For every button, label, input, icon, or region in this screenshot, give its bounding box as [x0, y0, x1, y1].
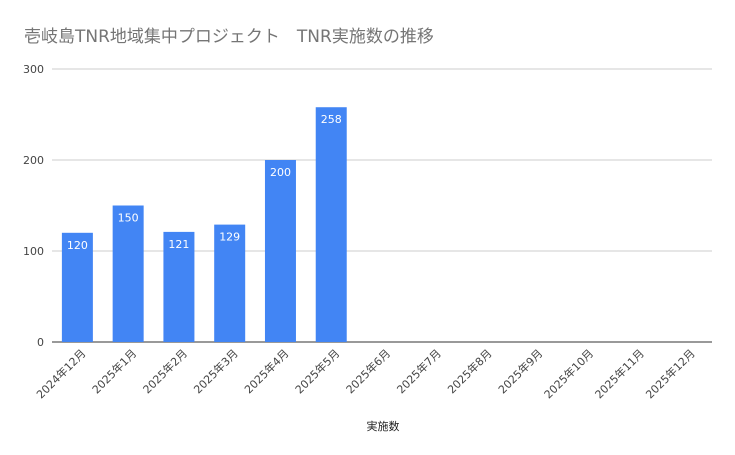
- x-tick-label: 2025年7月: [394, 346, 444, 396]
- y-tick-label: 100: [23, 245, 44, 258]
- x-tick-label: 2025年6月: [343, 346, 393, 396]
- bar-value-label: 120: [67, 239, 88, 252]
- x-tick-label: 2025年9月: [495, 346, 545, 396]
- x-tick-label: 2025年11月: [592, 346, 647, 401]
- x-axis-title: 実施数: [367, 419, 400, 433]
- bar: [315, 107, 347, 342]
- x-tick-label: 2025年1月: [89, 346, 139, 396]
- y-tick-label: 300: [23, 63, 44, 76]
- bar-value-label: 200: [270, 166, 291, 179]
- x-tick-label: 2025年10月: [541, 346, 596, 401]
- y-tick-label: 0: [37, 336, 44, 349]
- x-tick-label: 2025年8月: [444, 346, 494, 396]
- chart-title: 壱岐島TNR地域集中プロジェクト TNR実施数の推移: [24, 27, 434, 47]
- x-tick-label: 2025年12月: [643, 346, 698, 401]
- bar-value-label: 258: [321, 113, 342, 126]
- bar-value-label: 150: [118, 212, 139, 225]
- x-tick-label: 2025年2月: [140, 346, 190, 396]
- x-tick-label: 2025年4月: [241, 346, 291, 396]
- x-tick-label: 2024年12月: [33, 346, 88, 401]
- y-tick-label: 200: [23, 154, 44, 167]
- x-tick-label: 2025年3月: [191, 346, 241, 396]
- bar: [61, 232, 93, 342]
- bar-value-label: 121: [168, 238, 189, 251]
- bar: [112, 205, 144, 342]
- bar: [214, 224, 246, 342]
- x-tick-label: 2025年5月: [292, 346, 342, 396]
- bar: [264, 160, 296, 342]
- bar-value-label: 129: [219, 231, 240, 244]
- bar: [163, 231, 195, 342]
